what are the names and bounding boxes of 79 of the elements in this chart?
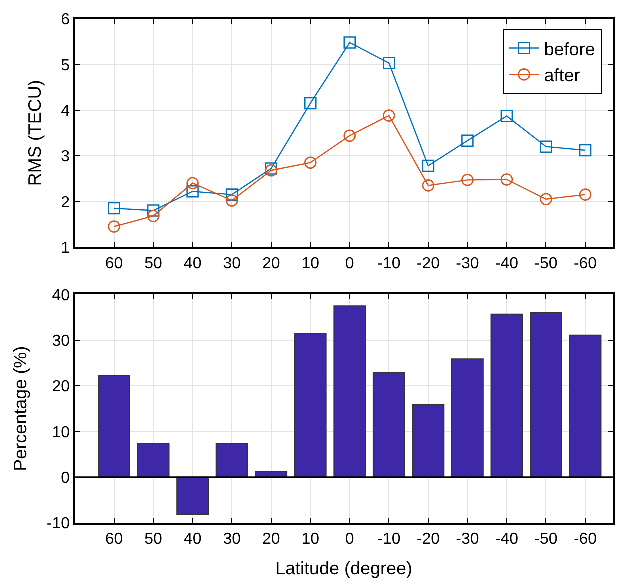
point xyxy=(579,188,592,201)
point xyxy=(462,174,474,186)
point xyxy=(383,110,396,122)
x-tick-label: -40 xyxy=(495,530,519,548)
x-tick-label: 20 xyxy=(262,530,280,548)
point xyxy=(147,204,160,217)
y-tick-label: 5 xyxy=(61,57,70,74)
x-tick-label: -50 xyxy=(534,255,558,272)
x-tick-label: -20 xyxy=(416,255,440,272)
bar xyxy=(216,444,248,478)
bar xyxy=(176,476,210,516)
point xyxy=(186,185,199,198)
y-tick-label: 1 xyxy=(61,240,70,257)
bar xyxy=(372,372,406,478)
point xyxy=(540,193,552,206)
x-tick-label: 40 xyxy=(184,255,202,272)
point xyxy=(304,97,317,110)
y-axis-title: Percentage (%) xyxy=(10,346,31,472)
x-tick-label: -60 xyxy=(574,255,598,272)
point xyxy=(344,36,356,49)
x-tick-label: 50 xyxy=(144,255,163,272)
y-tick-label: 20 xyxy=(52,378,70,396)
point xyxy=(186,177,199,190)
point xyxy=(383,57,396,70)
point xyxy=(579,144,592,157)
point xyxy=(500,110,514,122)
bar xyxy=(569,334,602,478)
bar xyxy=(412,404,445,478)
y-tick-label: 0 xyxy=(61,470,70,487)
legend-label: before xyxy=(544,39,596,60)
point xyxy=(108,202,120,215)
x-tick-label: 40 xyxy=(184,530,202,548)
bar xyxy=(98,375,130,478)
bar xyxy=(334,306,366,478)
x-tick-label: 20 xyxy=(262,255,280,272)
bar xyxy=(530,312,562,478)
bar xyxy=(490,314,524,478)
point xyxy=(226,188,238,201)
bar xyxy=(451,358,484,478)
y-tick-label: 10 xyxy=(52,424,70,442)
y-tick-label: 6 xyxy=(61,12,70,29)
y-tick-label: 40 xyxy=(52,287,70,304)
x-tick-label: -30 xyxy=(456,255,480,272)
x-tick-label: -10 xyxy=(378,530,401,548)
y-tick-label: 30 xyxy=(52,332,70,350)
x-tick-label: -60 xyxy=(574,530,598,548)
bar xyxy=(294,333,327,478)
point xyxy=(540,140,552,153)
x-tick-label: -30 xyxy=(456,530,480,548)
y-tick-label: 2 xyxy=(61,194,70,212)
point xyxy=(108,220,120,233)
y-tick-label: -10 xyxy=(46,516,70,533)
x-tick-label: -10 xyxy=(378,255,401,272)
point xyxy=(422,180,435,192)
y-tick-label: 4 xyxy=(61,102,70,120)
legend-label: after xyxy=(544,66,580,86)
y-tick-label: 3 xyxy=(61,148,70,166)
point xyxy=(304,156,317,169)
x-tick-label: 0 xyxy=(345,255,354,272)
x-tick-label: 30 xyxy=(223,530,242,548)
point xyxy=(147,210,160,222)
point xyxy=(462,134,474,148)
x-tick-label: 60 xyxy=(105,530,124,548)
x-tick-label: 30 xyxy=(223,255,242,272)
x-tick-label: -20 xyxy=(416,530,440,548)
x-tick-label: 50 xyxy=(144,530,163,548)
x-tick-label: 0 xyxy=(345,530,354,548)
x-tick-label: -40 xyxy=(495,255,519,272)
point xyxy=(344,130,356,142)
x-axis-title: Latitude (degree) xyxy=(275,558,413,579)
point xyxy=(226,194,238,207)
x-tick-label: 10 xyxy=(302,255,320,272)
y-axis-title: RMS (TECU) xyxy=(24,80,45,186)
point xyxy=(422,160,435,172)
x-tick-label: 10 xyxy=(302,530,320,548)
bar xyxy=(137,444,170,478)
point xyxy=(500,174,514,186)
x-tick-label: 60 xyxy=(105,255,124,272)
x-tick-label: -50 xyxy=(534,530,558,548)
